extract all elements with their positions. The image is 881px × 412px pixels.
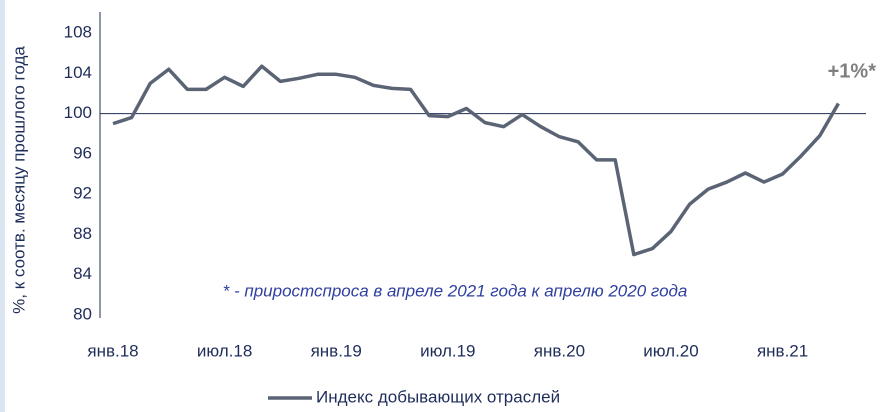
footnote: * - приростспроса в апреле 2021 года к а…	[223, 281, 688, 300]
y-tick-label: 96	[73, 143, 92, 162]
y-tick-label: 108	[64, 22, 92, 41]
y-tick-label: 88	[73, 224, 92, 243]
x-tick-label: янв.20	[534, 341, 585, 360]
y-tick-label: 104	[64, 63, 92, 82]
x-tick-label: июл.20	[643, 341, 698, 360]
x-tick-label: янв.19	[311, 341, 362, 360]
x-tick-label: янв.21	[757, 341, 808, 360]
data-line	[112, 64, 840, 257]
annotation: +1%*	[828, 60, 877, 82]
y-tick-label: 80	[73, 304, 92, 323]
y-tick-label: 84	[73, 264, 92, 283]
legend-label: Индекс добывающих отраслей	[316, 387, 560, 406]
y-axis-label: %, к соотв. месяцу прошлого года	[9, 46, 28, 314]
y-tick-label: 92	[73, 184, 92, 203]
y-tick-label: 100	[64, 103, 92, 122]
x-tick-label: июл.18	[197, 341, 252, 360]
x-tick-label: янв.18	[87, 341, 138, 360]
side-strip	[0, 0, 5, 412]
x-tick-label: июл.19	[420, 341, 475, 360]
